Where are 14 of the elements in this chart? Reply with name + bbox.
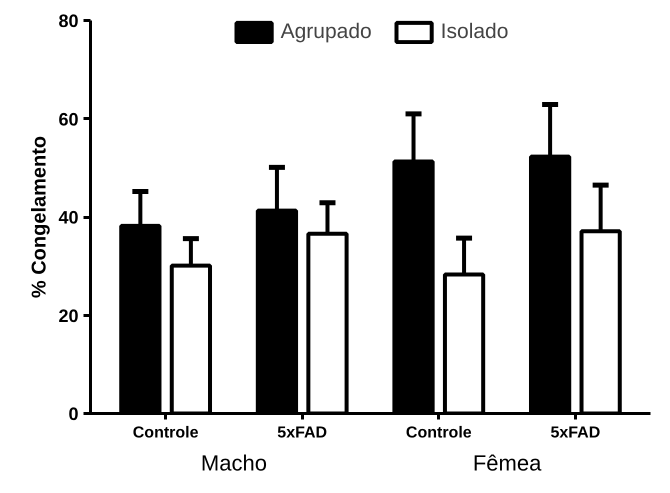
y-tick-label: 60 — [58, 109, 79, 130]
x-tick-label: 5xFAD — [277, 424, 328, 442]
legend-label: Isolado — [440, 20, 508, 44]
y-tick-label: 0 — [68, 404, 79, 424]
legend-label: Agrupado — [280, 20, 372, 44]
x-tick-label: Controle — [132, 424, 199, 442]
text: Fêmea — [472, 450, 542, 476]
y-tick-label: 20 — [58, 306, 79, 326]
x-tick-label: 5xFAD — [550, 424, 600, 442]
y-axis-title: % Congelamento — [28, 136, 50, 298]
text: Macho — [200, 450, 267, 476]
x-tick-label: Controle — [406, 424, 472, 442]
y-tick-label: 80 — [58, 11, 79, 31]
y-tick-label: 40 — [58, 208, 79, 228]
